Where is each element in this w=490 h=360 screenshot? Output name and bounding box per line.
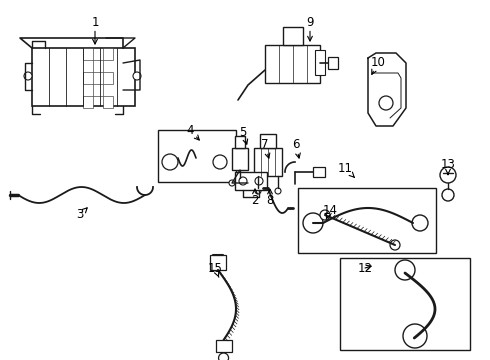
Bar: [328, 57, 338, 69]
Bar: [210, 255, 226, 270]
Bar: [235, 172, 267, 190]
Circle shape: [133, 72, 141, 80]
Bar: [235, 136, 245, 148]
Circle shape: [24, 72, 32, 80]
Bar: [83, 96, 93, 108]
Bar: [103, 72, 113, 84]
Bar: [93, 60, 103, 72]
Bar: [216, 340, 232, 352]
Text: 14: 14: [322, 203, 338, 219]
Circle shape: [390, 240, 400, 250]
Circle shape: [442, 189, 454, 201]
Text: 13: 13: [441, 158, 455, 175]
Text: 10: 10: [370, 55, 386, 75]
Bar: [32, 48, 135, 106]
Bar: [158, 130, 236, 182]
Circle shape: [229, 180, 235, 186]
Circle shape: [213, 155, 227, 169]
Circle shape: [219, 353, 228, 360]
Bar: [315, 50, 325, 75]
Bar: [254, 148, 282, 176]
Circle shape: [379, 96, 393, 110]
Bar: [83, 48, 93, 60]
Bar: [265, 45, 320, 83]
Circle shape: [303, 213, 323, 233]
Text: 1: 1: [91, 15, 99, 44]
Text: 12: 12: [358, 261, 372, 274]
Text: 9: 9: [306, 15, 314, 41]
Text: 6: 6: [292, 139, 300, 158]
Text: 7: 7: [261, 139, 270, 158]
Circle shape: [440, 167, 456, 183]
Circle shape: [255, 188, 261, 194]
Bar: [313, 167, 325, 177]
Text: 8: 8: [266, 189, 274, 207]
Circle shape: [239, 177, 247, 185]
Circle shape: [320, 210, 330, 220]
Circle shape: [403, 324, 427, 348]
Text: 15: 15: [208, 261, 222, 277]
Text: 5: 5: [239, 126, 247, 144]
Circle shape: [162, 154, 178, 170]
Text: 4: 4: [186, 123, 199, 140]
Text: 3: 3: [76, 208, 87, 221]
Bar: [298, 188, 436, 253]
Circle shape: [412, 215, 428, 231]
Circle shape: [395, 260, 415, 280]
Bar: [83, 72, 93, 84]
Text: 2: 2: [251, 189, 259, 207]
Bar: [260, 134, 276, 148]
Circle shape: [275, 188, 281, 194]
Bar: [283, 27, 303, 45]
Bar: [103, 96, 113, 108]
Circle shape: [245, 180, 251, 186]
Bar: [232, 148, 248, 170]
Circle shape: [255, 177, 263, 185]
Bar: [93, 84, 103, 96]
Text: 11: 11: [338, 162, 354, 177]
Bar: [340, 258, 470, 350]
Bar: [103, 48, 113, 60]
